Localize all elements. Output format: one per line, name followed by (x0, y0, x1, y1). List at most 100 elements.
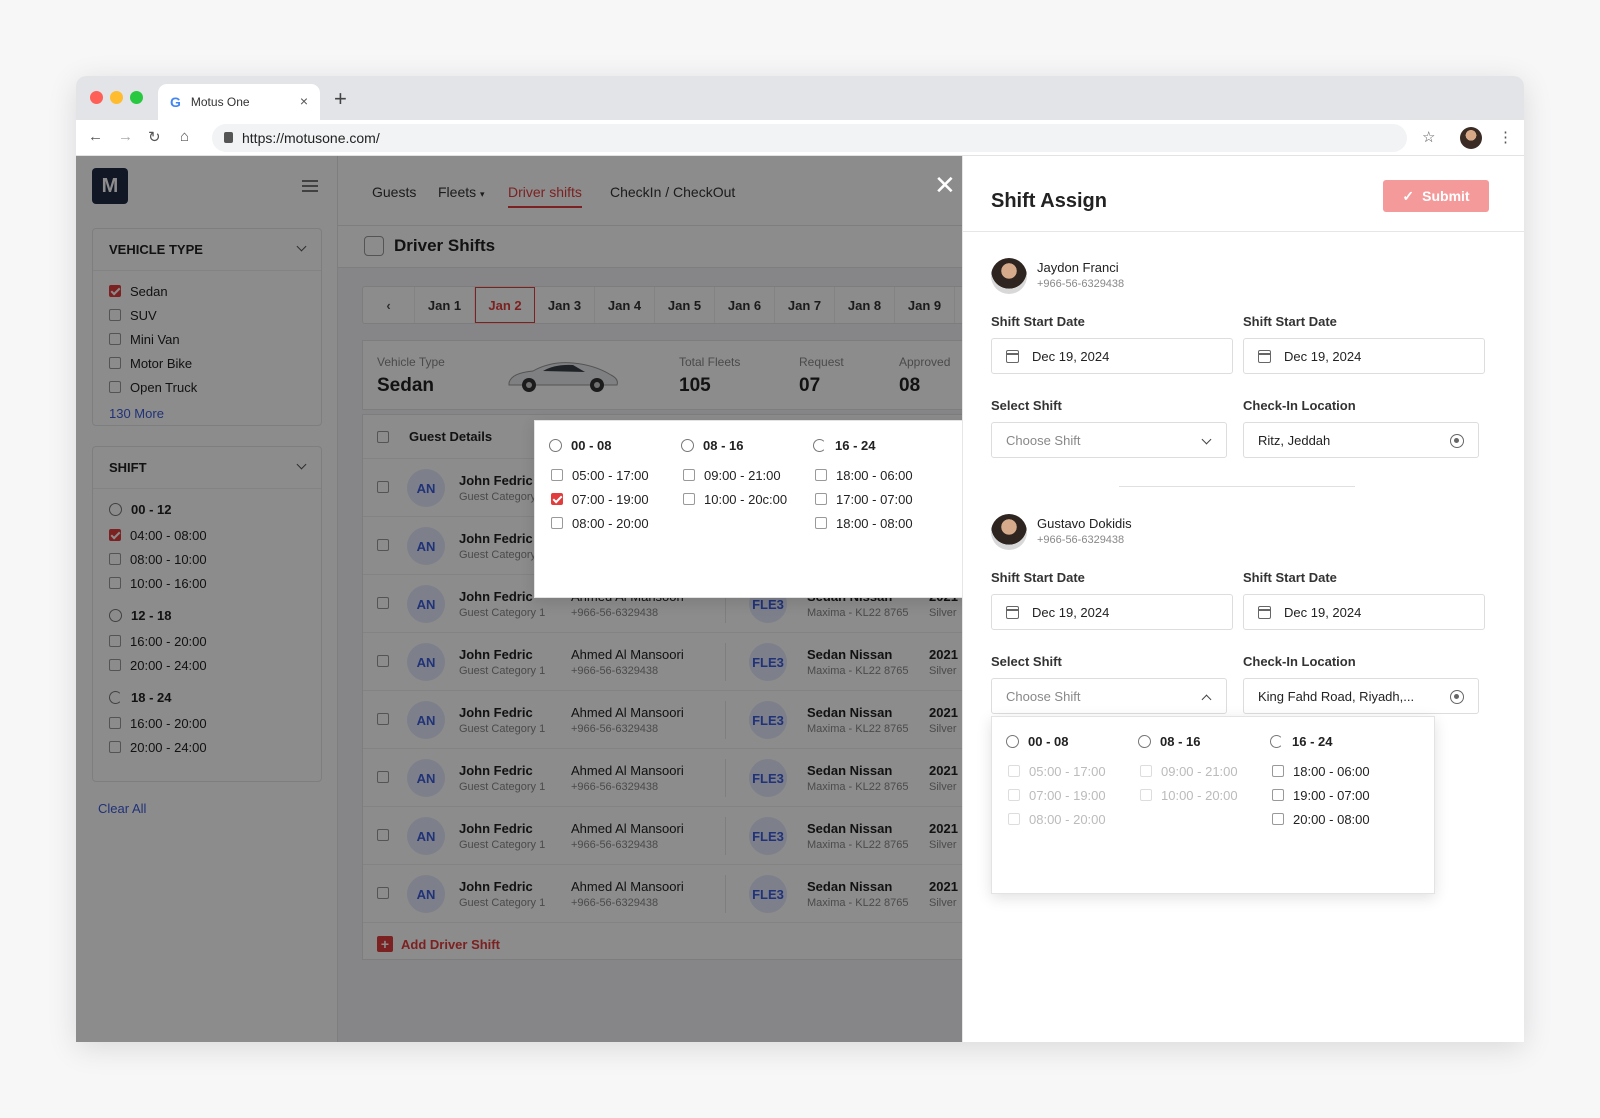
row-checkbox[interactable] (377, 481, 389, 493)
checkbox[interactable] (109, 529, 121, 541)
checkbox[interactable] (109, 577, 121, 589)
modal-backdrop[interactable] (76, 156, 962, 1042)
close-icon[interactable]: ✕ (934, 170, 956, 200)
checkbox-option[interactable]: 04:00 - 08:00 (93, 523, 321, 547)
checkbox-option[interactable]: 05:00 - 17:00 (549, 463, 649, 487)
browser-tab[interactable]: G Motus One × (158, 84, 320, 120)
checkbox-option[interactable]: Mini Van (93, 327, 321, 351)
checkbox-option[interactable]: 20:00 - 08:00 (1270, 807, 1370, 831)
start-date-input[interactable]: Dec 19, 2024 (1243, 338, 1485, 374)
select-all-checkbox[interactable] (377, 430, 389, 443)
checkbox[interactable] (109, 717, 121, 729)
nav-checkin-checkout[interactable]: CheckIn / CheckOut (610, 184, 736, 200)
start-date-input[interactable]: Dec 19, 2024 (1243, 594, 1485, 630)
checkbox[interactable] (109, 553, 121, 565)
clear-all-link[interactable]: Clear All (98, 801, 147, 816)
checkbox[interactable] (1272, 789, 1284, 801)
menu-dots-icon[interactable]: ⋮ (1498, 129, 1513, 146)
row-checkbox[interactable] (377, 829, 389, 841)
back-button[interactable] (364, 236, 384, 256)
submit-button[interactable]: ✓ Submit (1383, 180, 1489, 212)
add-driver-shift-button[interactable]: + Add Driver Shift (363, 923, 981, 965)
back-icon[interactable]: ← (88, 128, 103, 145)
start-date-input[interactable]: Dec 19, 2024 (991, 594, 1233, 630)
date-tab[interactable]: Jan 2 (475, 287, 535, 323)
home-icon[interactable]: ⌂ (180, 128, 190, 145)
checkbox[interactable] (815, 493, 827, 505)
checkbox-option[interactable]: 10:00 - 20c:00 (681, 487, 787, 511)
checkbox[interactable] (683, 469, 695, 481)
more-link[interactable]: 130 More (109, 406, 164, 421)
nav-driver-shifts[interactable]: Driver shifts (508, 184, 582, 208)
checkbox[interactable] (551, 493, 563, 505)
profile-avatar[interactable] (1460, 127, 1482, 149)
date-tab[interactable]: Jan 8 (835, 287, 895, 323)
checkbox-option[interactable]: Sedan (93, 279, 321, 303)
checkbox[interactable] (109, 741, 121, 753)
target-location-icon[interactable] (1450, 434, 1464, 448)
location-input[interactable]: Ritz, Jeddah (1243, 422, 1479, 458)
date-tab[interactable]: Jan 3 (535, 287, 595, 323)
nav-guests[interactable]: Guests (372, 184, 417, 200)
checkbox-option[interactable]: Motor Bike (93, 351, 321, 375)
target-location-icon[interactable] (1450, 690, 1464, 704)
start-date-input[interactable]: Dec 19, 2024 (991, 338, 1233, 374)
row-checkbox[interactable] (377, 771, 389, 783)
select-shift-dropdown[interactable]: Choose Shift (991, 678, 1227, 714)
checkbox[interactable] (1272, 813, 1284, 825)
nav-fleets[interactable]: Fleets ▾ (438, 184, 485, 200)
checkbox[interactable] (109, 333, 121, 345)
checkbox[interactable] (109, 285, 121, 297)
checkbox[interactable] (551, 517, 563, 529)
date-tab[interactable]: Jan 1 (415, 287, 475, 323)
checkbox-option[interactable]: 20:00 - 24:00 (93, 653, 321, 677)
checkbox-option[interactable]: 18:00 - 06:00 (1270, 759, 1370, 783)
checkbox[interactable] (815, 469, 827, 481)
date-tab[interactable]: Jan 6 (715, 287, 775, 323)
checkbox-option[interactable]: 16:00 - 20:00 (93, 629, 321, 653)
checkbox-option[interactable]: 09:00 - 21:00 (681, 463, 787, 487)
logo[interactable]: M (92, 168, 128, 204)
checkbox-option[interactable]: 07:00 - 19:00 (549, 487, 649, 511)
row-checkbox[interactable] (377, 887, 389, 899)
checkbox[interactable] (109, 309, 121, 321)
row-checkbox[interactable] (377, 713, 389, 725)
checkbox-option[interactable]: 18:00 - 06:00 (813, 463, 913, 487)
checkbox-option[interactable]: Open Truck (93, 375, 321, 399)
row-checkbox[interactable] (377, 655, 389, 667)
row-checkbox[interactable] (377, 597, 389, 609)
checkbox[interactable] (815, 517, 827, 529)
checkbox-option[interactable]: 18:00 - 08:00 (813, 511, 913, 535)
checkbox[interactable] (109, 357, 121, 369)
checkbox-option[interactable]: 10:00 - 16:00 (93, 571, 321, 595)
maximize-window-dot[interactable] (130, 91, 143, 104)
date-tab[interactable]: Jan 5 (655, 287, 715, 323)
checkbox-option[interactable]: 17:00 - 07:00 (813, 487, 913, 511)
checkbox[interactable] (109, 635, 121, 647)
vehicle-type-header[interactable]: VEHICLE TYPE (93, 229, 321, 271)
date-tab[interactable]: Jan 9 (895, 287, 955, 323)
date-tab[interactable]: Jan 7 (775, 287, 835, 323)
checkbox-option[interactable]: 19:00 - 07:00 (1270, 783, 1370, 807)
checkbox[interactable] (1272, 765, 1284, 777)
date-tab[interactable]: Jan 4 (595, 287, 655, 323)
hamburger-icon[interactable] (302, 180, 318, 182)
prev-date-button[interactable]: ‹ (363, 287, 415, 323)
checkbox-option[interactable]: 08:00 - 20:00 (549, 511, 649, 535)
minimize-window-dot[interactable] (110, 91, 123, 104)
reload-icon[interactable]: ↻ (148, 129, 161, 146)
shift-header[interactable]: SHIFT (93, 447, 321, 489)
close-window-dot[interactable] (90, 91, 103, 104)
forward-icon[interactable]: → (118, 128, 133, 145)
address-input[interactable]: https://motusone.com/ (212, 124, 1407, 152)
new-tab-icon[interactable]: + (334, 86, 347, 111)
close-tab-icon[interactable]: × (299, 93, 308, 109)
checkbox-option[interactable]: SUV (93, 303, 321, 327)
checkbox-option[interactable]: 08:00 - 10:00 (93, 547, 321, 571)
